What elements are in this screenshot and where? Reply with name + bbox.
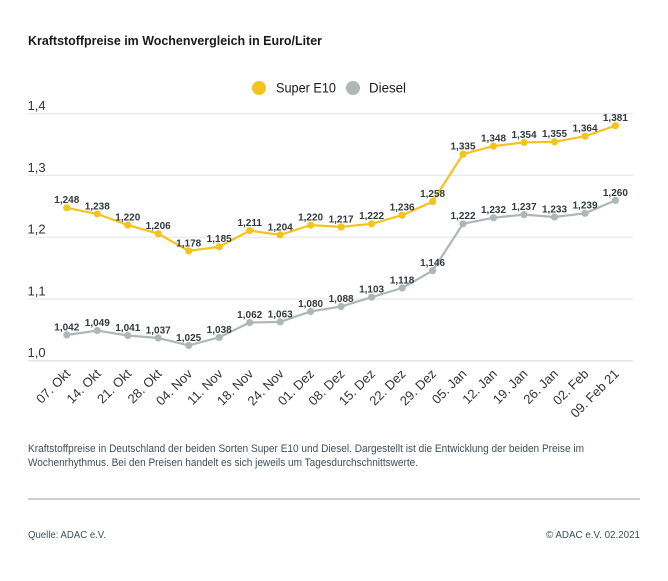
svg-text:1,3: 1,3: [28, 160, 46, 175]
svg-text:1,238: 1,238: [85, 201, 110, 212]
svg-text:Wochenrhythmus. Bei den Preise: Wochenrhythmus. Bei den Preisen handelt …: [28, 457, 418, 469]
svg-text:1,206: 1,206: [146, 221, 171, 232]
svg-text:1,2: 1,2: [28, 222, 46, 237]
svg-text:1,348: 1,348: [481, 134, 506, 145]
svg-text:1,204: 1,204: [268, 222, 293, 233]
svg-text:1,178: 1,178: [176, 238, 201, 249]
svg-text:1,042: 1,042: [54, 322, 79, 333]
svg-text:1,220: 1,220: [115, 213, 140, 224]
svg-text:1,185: 1,185: [207, 234, 232, 245]
svg-text:1,080: 1,080: [298, 299, 323, 310]
svg-text:1,239: 1,239: [572, 201, 597, 212]
svg-text:1,260: 1,260: [603, 188, 628, 199]
svg-text:Kraftstoffpreise im Wochenverg: Kraftstoffpreise im Wochenvergleich in E…: [28, 33, 322, 48]
svg-text:1,062: 1,062: [237, 310, 262, 321]
svg-text:1,041: 1,041: [115, 323, 140, 334]
svg-text:1,038: 1,038: [207, 325, 232, 336]
svg-text:1,237: 1,237: [511, 202, 536, 213]
svg-text:1,354: 1,354: [511, 130, 536, 141]
svg-text:Diesel: Diesel: [369, 81, 406, 96]
svg-text:Quelle: ADAC e.V.: Quelle: ADAC e.V.: [28, 529, 106, 541]
svg-text:1,037: 1,037: [146, 325, 171, 336]
svg-text:1,103: 1,103: [359, 285, 384, 296]
svg-text:1,146: 1,146: [420, 258, 445, 269]
svg-text:1,088: 1,088: [329, 294, 354, 305]
svg-text:1,248: 1,248: [54, 195, 79, 206]
svg-text:1,025: 1,025: [176, 333, 201, 344]
svg-text:1,236: 1,236: [390, 203, 415, 214]
svg-text:Kraftstoffpreise in Deutschlan: Kraftstoffpreise in Deutschland der beid…: [28, 443, 584, 455]
svg-text:1,4: 1,4: [28, 98, 46, 113]
svg-text:1,049: 1,049: [85, 318, 110, 329]
svg-text:1,217: 1,217: [329, 214, 354, 225]
svg-text:1,232: 1,232: [481, 205, 506, 216]
svg-text:Super E10: Super E10: [276, 81, 336, 96]
svg-text:© ADAC e.V. 02.2021: © ADAC e.V. 02.2021: [546, 529, 640, 541]
svg-text:1,355: 1,355: [542, 129, 567, 140]
svg-text:1,118: 1,118: [390, 275, 415, 286]
svg-text:1,381: 1,381: [603, 113, 628, 124]
svg-text:1,063: 1,063: [268, 309, 293, 320]
svg-text:1,1: 1,1: [28, 283, 46, 298]
svg-text:1,220: 1,220: [298, 213, 323, 224]
svg-text:1,222: 1,222: [359, 211, 384, 222]
svg-text:1,0: 1,0: [28, 345, 46, 360]
svg-text:1,222: 1,222: [450, 211, 475, 222]
svg-text:1,258: 1,258: [420, 189, 445, 200]
svg-text:1,211: 1,211: [237, 218, 262, 229]
svg-text:1,335: 1,335: [450, 142, 475, 153]
svg-text:1,364: 1,364: [572, 124, 597, 135]
svg-text:1,233: 1,233: [542, 204, 567, 215]
